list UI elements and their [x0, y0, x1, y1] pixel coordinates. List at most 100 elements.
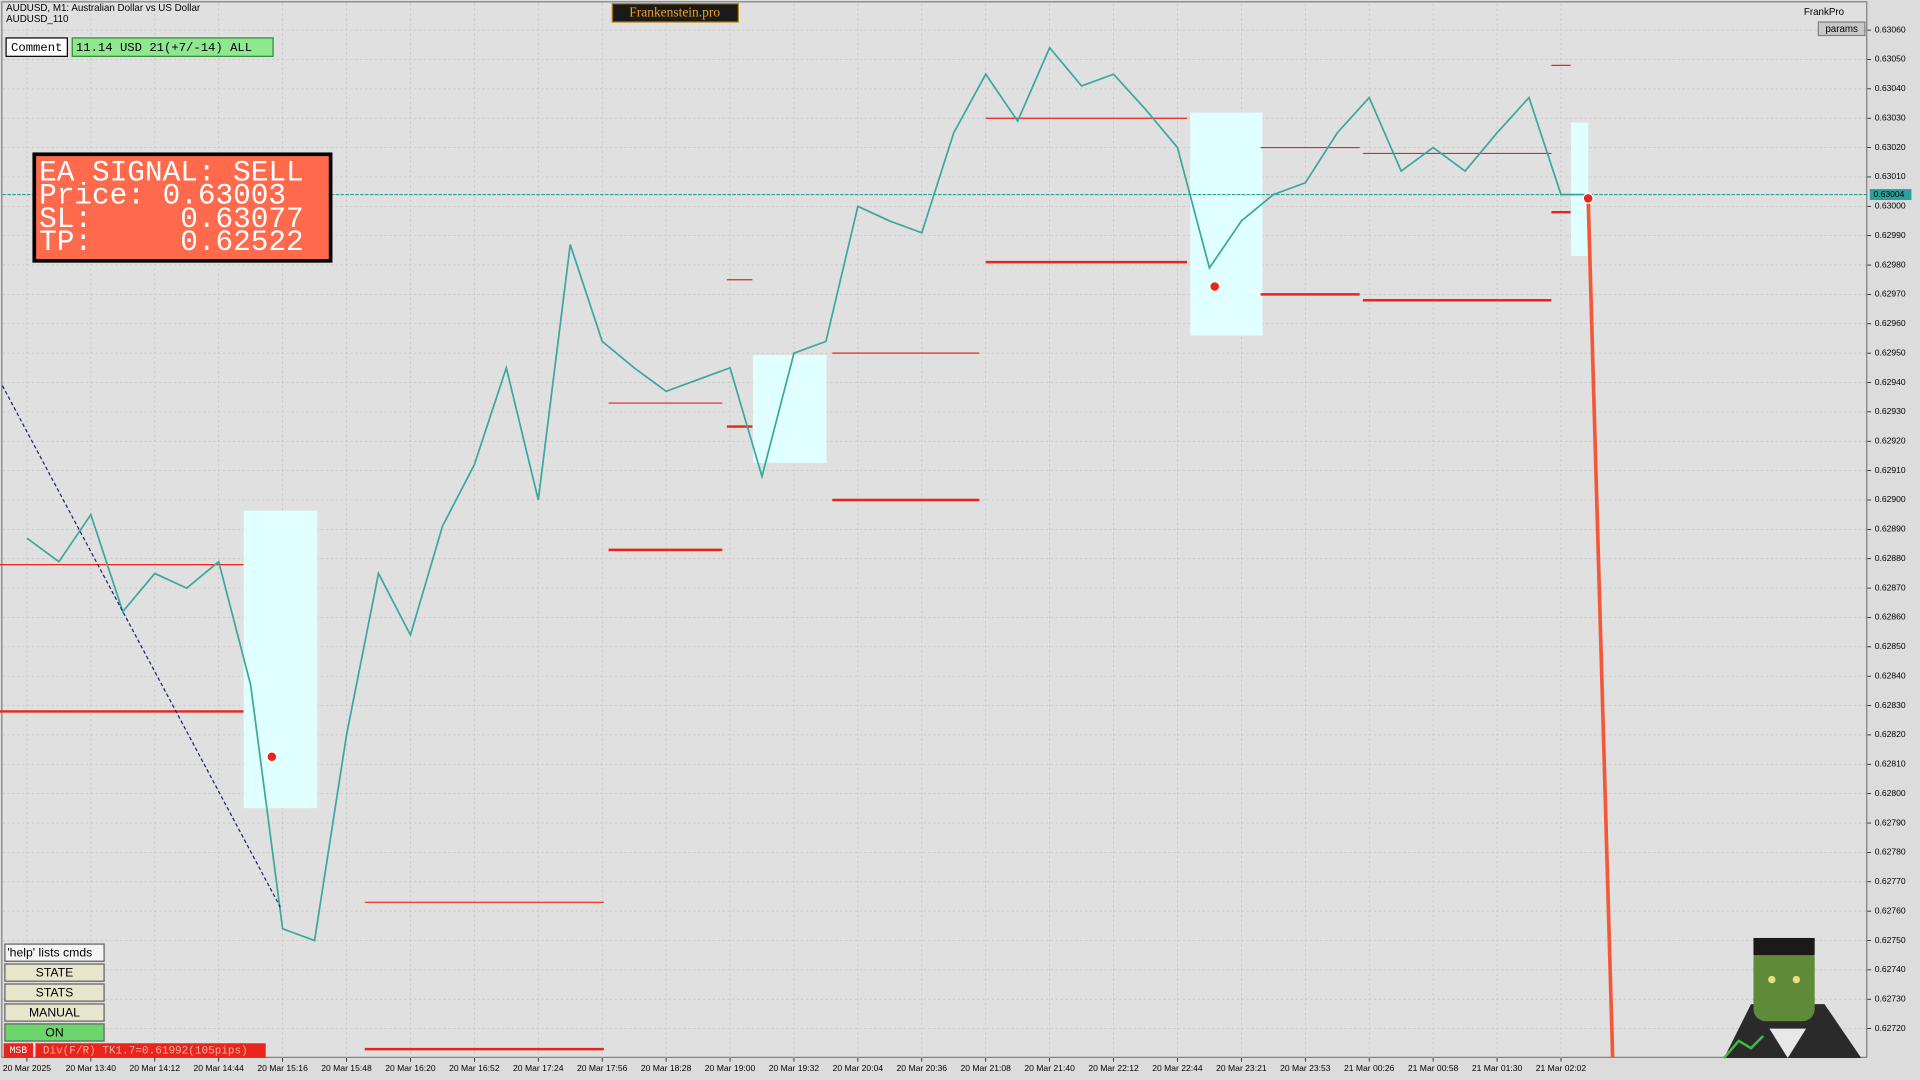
brand-box — [611, 3, 739, 23]
y-tick-label: 0.62830 — [1875, 700, 1906, 710]
x-tick-label: 20 Mar 2025 — [3, 1063, 51, 1073]
mascot — [1723, 937, 1862, 1059]
y-tick-label: 0.62760 — [1875, 905, 1906, 915]
button-label[interactable]: STATS — [36, 985, 74, 999]
button[interactable] — [4, 963, 105, 982]
account: AUDUSD_110 — [6, 14, 69, 25]
summary-box — [71, 37, 274, 57]
x-tick-label: 21 Mar 01:30 — [1472, 1063, 1523, 1073]
x-tick-label: 20 Mar 16:20 — [385, 1063, 436, 1073]
x-tick-label: 20 Mar 18:28 — [641, 1063, 692, 1073]
y-tick-label: 0.62820 — [1875, 729, 1906, 739]
y-tick-label: 0.63010 — [1875, 171, 1906, 181]
params-button[interactable] — [1817, 21, 1866, 37]
buttons: 'help' lists cmds STATE STATS MANUAL ON — [4, 943, 105, 1042]
x-tick-label: 20 Mar 17:56 — [577, 1063, 628, 1073]
x-tick-label: 20 Mar 23:53 — [1280, 1063, 1331, 1073]
button[interactable] — [4, 943, 105, 962]
y-tick-label: 0.62740 — [1875, 964, 1906, 974]
current-price-label: 0.63004 — [1873, 189, 1904, 199]
y-tick-label: 0.62970 — [1875, 289, 1906, 299]
comment: Comment — [11, 41, 62, 55]
status-box — [35, 1043, 266, 1058]
button-label[interactable]: 'help' lists cmds — [7, 945, 92, 959]
y-tick-label: 0.63030 — [1875, 112, 1906, 122]
y-tick-label: 0.62850 — [1875, 641, 1906, 651]
x-tick-label: 20 Mar 22:12 — [1088, 1063, 1139, 1073]
y-tick-label: 0.63050 — [1875, 54, 1906, 64]
signal-line: Price: 0.63003 — [39, 180, 286, 213]
signal-marker — [266, 751, 278, 763]
y-tick-label: 0.62800 — [1875, 788, 1906, 798]
y-tick-label: 0.63040 — [1875, 83, 1906, 93]
x-tick-label: 21 Mar 00:26 — [1344, 1063, 1395, 1073]
profile[interactable]: FrankPro — [1804, 7, 1845, 18]
y-tick-label: 0.62960 — [1875, 318, 1906, 328]
brand: Frankenstein.pro — [629, 5, 720, 20]
status-text: Div(F/R) TK1.7=0.61992(105pips) — [43, 1046, 248, 1058]
signal-line: TP: 0.62522 — [39, 226, 303, 259]
grid — [2, 3, 1868, 1058]
y-tick-label: 0.62980 — [1875, 259, 1906, 269]
y-tick-label: 0.62780 — [1875, 847, 1906, 857]
y-tick-label: 0.62720 — [1875, 1023, 1906, 1033]
signal-panel — [32, 152, 333, 263]
zone — [243, 510, 318, 809]
zone — [1190, 112, 1263, 336]
y-tick-label: 0.62840 — [1875, 670, 1906, 680]
y-tick-label: 0.62880 — [1875, 553, 1906, 563]
status-tag-box — [3, 1043, 34, 1058]
y-tick-label: 0.62920 — [1875, 436, 1906, 446]
x-tick-label: 20 Mar 21:40 — [1024, 1063, 1075, 1073]
zone — [753, 355, 827, 463]
y-tick-label: 0.62810 — [1875, 759, 1906, 769]
x-tick-label: 20 Mar 22:44 — [1152, 1063, 1203, 1073]
signal-line: SL: 0.63077 — [39, 203, 303, 236]
y-tick-label: 0.62900 — [1875, 494, 1906, 504]
x-tick-label: 20 Mar 14:44 — [193, 1063, 244, 1073]
params-label[interactable]: params — [1825, 24, 1858, 35]
y-tick-label: 0.62930 — [1875, 406, 1906, 416]
x-tick-label: 20 Mar 15:16 — [257, 1063, 308, 1073]
x-tick-label: 20 Mar 20:04 — [833, 1063, 884, 1073]
x-tick-label: 20 Mar 20:36 — [897, 1063, 948, 1073]
y-tick-label: 0.62870 — [1875, 582, 1906, 592]
x-tick-label: 21 Mar 00:58 — [1408, 1063, 1459, 1073]
x-tick-label: 20 Mar 13:40 — [66, 1063, 117, 1073]
current-price-box — [1869, 189, 1912, 201]
button-label[interactable]: MANUAL — [29, 1005, 80, 1019]
button-label[interactable]: ON — [45, 1025, 63, 1039]
button[interactable] — [4, 1023, 105, 1042]
y-tick-label: 0.62950 — [1875, 347, 1906, 357]
signal-line: EA SIGNAL: SELL — [39, 156, 303, 189]
status-tag: MSB — [10, 1045, 28, 1056]
y-tick-label: 0.62910 — [1875, 465, 1906, 475]
price-line — [26, 46, 1593, 942]
button-label[interactable]: STATE — [36, 965, 74, 979]
y-tick-label: 0.62860 — [1875, 612, 1906, 622]
trend-line — [1, 385, 281, 908]
y-tick-label: 0.63000 — [1875, 201, 1906, 211]
y-tick-label: 0.63060 — [1875, 24, 1906, 34]
x-tick-label: 20 Mar 14:12 — [130, 1063, 181, 1073]
x-tick-label: 21 Mar 02:02 — [1536, 1063, 1587, 1073]
signal-marker — [1209, 281, 1221, 293]
x-tick-label: 20 Mar 17:24 — [513, 1063, 564, 1073]
y-tick-label: 0.62890 — [1875, 524, 1906, 534]
button[interactable] — [4, 1003, 105, 1022]
y-tick-label: 0.62990 — [1875, 230, 1906, 240]
button[interactable] — [4, 983, 105, 1002]
x-tick-label: 20 Mar 16:52 — [449, 1063, 500, 1073]
y-tick-label: 0.63020 — [1875, 142, 1906, 152]
x-tick-label: 20 Mar 19:00 — [705, 1063, 756, 1073]
projection-line — [1586, 198, 1615, 1059]
zone — [1571, 122, 1589, 256]
comment-box — [5, 37, 68, 57]
y-tick-label: 0.62750 — [1875, 935, 1906, 945]
symbol: AUDUSD, M1: Australian Dollar vs US Doll… — [6, 3, 201, 14]
y-tick-label: 0.62940 — [1875, 377, 1906, 387]
x-tick-label: 20 Mar 23:21 — [1216, 1063, 1267, 1073]
